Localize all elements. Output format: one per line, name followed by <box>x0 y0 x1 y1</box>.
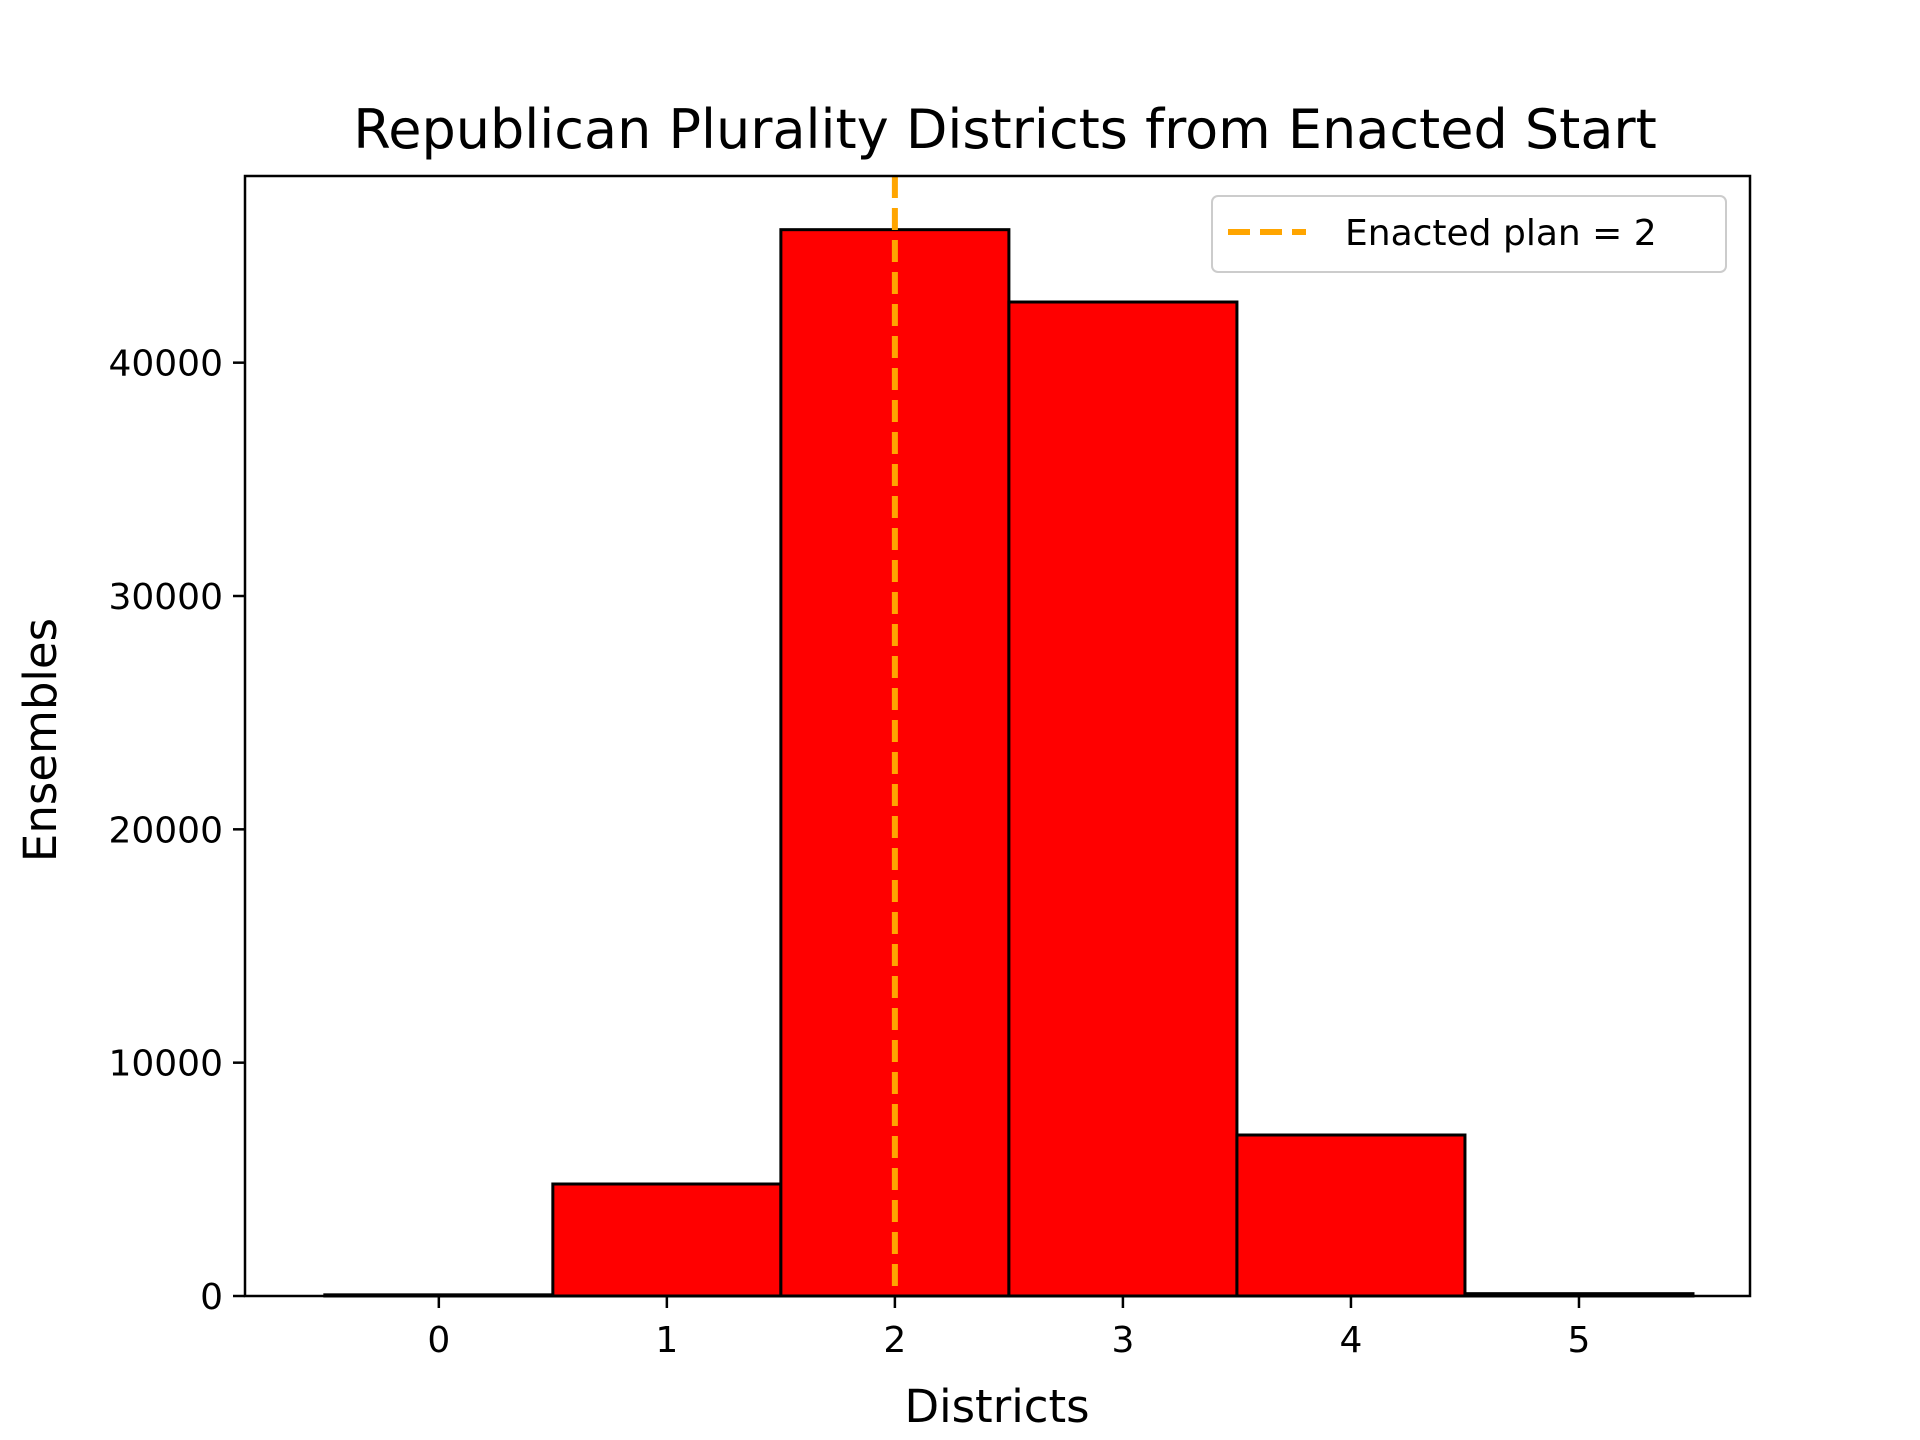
y-tick-label: 40000 <box>108 344 223 385</box>
x-tick-label: 4 <box>1339 1320 1362 1361</box>
legend: Enacted plan = 2 <box>1211 195 1727 273</box>
plot-frame <box>243 174 1752 1298</box>
x-tick-label: 0 <box>427 1320 450 1361</box>
x-tick-label: 3 <box>1111 1320 1134 1361</box>
legend-label: Enacted plan = 2 <box>1345 213 1657 254</box>
y-tick-label: 30000 <box>108 577 223 618</box>
legend-box <box>1211 195 1727 273</box>
bar-1 <box>551 1182 783 1298</box>
x-tick-label: 5 <box>1568 1320 1591 1361</box>
bar-3 <box>1007 300 1239 1298</box>
x-tick-label: 1 <box>655 1320 678 1361</box>
y-tick-label: 0 <box>200 1277 223 1318</box>
bars-layer <box>323 228 1695 1298</box>
x-tick-label: 2 <box>883 1320 906 1361</box>
y-tick-label: 20000 <box>108 810 223 851</box>
axes-layer: 0 1 2 3 4 5 0 10000 20000 30000 40000 <box>108 344 1590 1361</box>
x-axis-title: Districts <box>904 1380 1089 1433</box>
chart-title: Republican Plurality Districts from Enac… <box>353 98 1657 161</box>
y-tick-label: 10000 <box>108 1044 223 1085</box>
bar-4 <box>1235 1133 1467 1298</box>
y-axis-title: Ensembles <box>14 618 67 862</box>
